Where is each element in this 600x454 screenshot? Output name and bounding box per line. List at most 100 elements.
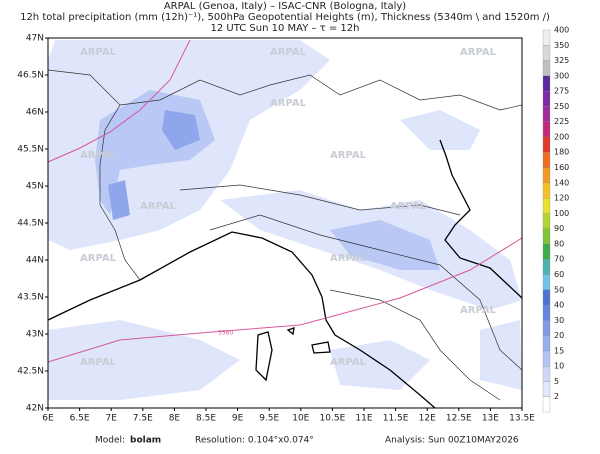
colorbar-label: 2 xyxy=(554,392,559,401)
island xyxy=(286,327,295,336)
watermark: ARPAL xyxy=(330,150,367,161)
border xyxy=(47,69,141,281)
colorbar-swatch xyxy=(542,136,551,153)
y-tick-label: 43N xyxy=(26,330,44,340)
colorbar-swatch xyxy=(542,213,551,229)
y-tick-label: 42N xyxy=(26,404,44,414)
watermark: ARPAL xyxy=(330,357,367,368)
colorbar-swatch xyxy=(542,167,551,183)
title-line: ARPAL (Genoa, Italy) – ISAC-CNR (Bologna… xyxy=(164,1,406,12)
border xyxy=(209,214,523,371)
colorbar-swatch xyxy=(542,335,551,352)
colorbar-label: 400 xyxy=(554,26,569,35)
x-tick-label: 8E xyxy=(169,414,181,424)
precip-heavy xyxy=(108,110,200,220)
geopotential-line xyxy=(47,237,523,363)
map: 5580 ARPAL ARPAL ARPAL ARPAL ARPAL ARPAL… xyxy=(47,37,523,409)
colorbar-swatch xyxy=(542,121,551,138)
x-tick-label: 8.5E xyxy=(196,414,216,424)
x-tick-label: 7E xyxy=(105,414,117,424)
x-tick-label: 12.5E xyxy=(446,414,472,424)
colorbar-label: 350 xyxy=(554,41,569,50)
colorbar-label: 50 xyxy=(554,285,564,294)
colorbar-label: 70 xyxy=(554,255,564,264)
colorbar-swatch xyxy=(542,45,551,61)
x-tick-label: 10E xyxy=(292,414,309,424)
colorbar-swatch xyxy=(542,274,551,290)
x-tick-label: 13.5E xyxy=(509,414,535,424)
x-tick-label: 13E xyxy=(482,414,499,424)
coastline xyxy=(439,139,523,299)
watermark: ARPAL xyxy=(460,47,497,58)
colorbar-swatch xyxy=(542,182,551,199)
watermark: ARPAL xyxy=(270,98,307,109)
border xyxy=(119,74,523,111)
colorbar-label: 325 xyxy=(554,56,569,65)
watermark: ARPAL xyxy=(270,47,307,58)
x-tick-label: 9.5E xyxy=(259,414,279,424)
border xyxy=(329,289,501,401)
footer-analysis: Analysis: Sun 00Z10MAY2026 xyxy=(385,436,519,446)
y-tick-label: 47N xyxy=(26,34,44,44)
colorbar-label: 5 xyxy=(554,377,559,386)
watermark: ARPAL xyxy=(80,357,117,368)
colorbar-swatch xyxy=(542,228,551,245)
colorbar-label: 200 xyxy=(554,132,569,141)
colorbar-swatch xyxy=(542,75,551,92)
watermark: ARPAL xyxy=(140,201,177,212)
colorbar-swatch xyxy=(542,366,551,382)
colorbar-swatch xyxy=(542,320,551,336)
island xyxy=(255,331,273,382)
colorbar-swatch xyxy=(542,381,551,397)
colorbar-swatch xyxy=(542,106,551,122)
colorbar-swatch xyxy=(542,197,551,214)
y-tick-label: 42.5N xyxy=(17,367,44,377)
y-tick-label: 46N xyxy=(26,108,44,118)
y-tick-label: 43.5N xyxy=(17,293,44,303)
contour-label: 5580 xyxy=(218,330,233,337)
watermark: ARPAL xyxy=(460,305,497,316)
colorbar-label: 15 xyxy=(554,346,564,355)
x-tick-label: 10.5E xyxy=(320,414,346,424)
colorbar-label: 90 xyxy=(554,224,564,233)
colorbar-label: 30 xyxy=(554,316,564,325)
colorbar-swatch xyxy=(542,396,551,413)
colorbar-label: 180 xyxy=(554,148,569,157)
colorbar-swatch xyxy=(542,152,551,168)
colorbar-swatch xyxy=(542,289,551,306)
colorbar-label: 120 xyxy=(554,194,569,203)
colorbar-swatch xyxy=(542,259,551,275)
x-tick-label: 6.5E xyxy=(70,414,90,424)
colorbar-swatch xyxy=(542,29,551,46)
x-tick-label: 11E xyxy=(355,414,372,424)
y-tick-label: 46.5N xyxy=(17,71,44,81)
footer-model: bolam xyxy=(130,436,161,446)
watermark: ARPAL xyxy=(80,150,117,161)
coastline xyxy=(47,231,436,409)
colorbar-label: 160 xyxy=(554,163,569,172)
colorbar-swatch xyxy=(542,90,551,107)
border xyxy=(179,184,461,216)
colorbar-label: 275 xyxy=(554,87,569,96)
colorbar-label: 40 xyxy=(554,301,564,310)
colorbar-swatch xyxy=(542,304,551,321)
colorbar-swatch xyxy=(542,350,551,367)
thickness-line xyxy=(47,39,191,163)
island xyxy=(311,341,331,354)
colorbar-label: 140 xyxy=(554,178,569,187)
axes: 6E 6.5E 7E 7.5E 8E 8.5E 9E 9.5E 10E 10.5E 11E 11.5E… xyxy=(17,34,535,424)
colorbar-swatch xyxy=(542,243,551,260)
colorbar-label: 10 xyxy=(554,362,564,371)
footer-resolution: Resolution: 0.104°x0.074° xyxy=(195,436,314,446)
y-tick-label: 44.5N xyxy=(17,219,44,229)
x-tick-label: 11.5E xyxy=(383,414,409,424)
colorbar-swatch xyxy=(542,60,551,76)
colorbar-label: 300 xyxy=(554,71,569,80)
x-tick-label: 12E xyxy=(419,414,436,424)
colorbar: 2 5 10 15 20 30 40 50 60 70 80 90 100 120 140 160 180 200… xyxy=(542,26,569,413)
watermark: ARPAL xyxy=(80,47,117,58)
colorbar-label: 250 xyxy=(554,102,569,111)
y-tick-label: 45.5N xyxy=(17,145,44,155)
y-tick-label: 45N xyxy=(26,182,44,192)
colorbar-label: 20 xyxy=(554,331,564,340)
